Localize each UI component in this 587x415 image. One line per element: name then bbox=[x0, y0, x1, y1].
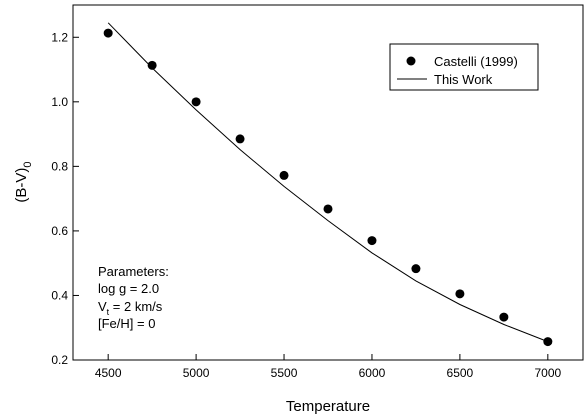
x-tick-label: 5000 bbox=[183, 366, 210, 380]
data-point bbox=[147, 60, 157, 70]
legend: Castelli (1999) This Work bbox=[389, 43, 539, 91]
parameters-annotation: Parameters: log g = 2.0 Vt = 2 km/s [Fe/… bbox=[98, 264, 169, 331]
annotation-logg: log g = 2.0 bbox=[98, 281, 159, 296]
legend-label-this-work: This Work bbox=[434, 72, 493, 87]
x-tick-label: 4500 bbox=[95, 366, 122, 380]
data-point bbox=[367, 236, 377, 246]
annotation-title: Parameters: bbox=[98, 264, 169, 279]
y-tick-label: 1.0 bbox=[51, 95, 68, 109]
y-tick-label: 0.4 bbox=[51, 288, 68, 302]
annotation-feh: [Fe/H] = 0 bbox=[98, 316, 155, 331]
y-tick-label: 0.8 bbox=[51, 159, 68, 173]
plot-frame bbox=[72, 4, 584, 361]
x-tick-label: 6500 bbox=[447, 366, 474, 380]
x-tick-label: 5500 bbox=[271, 366, 298, 380]
data-point bbox=[323, 204, 333, 214]
series-points-castelli bbox=[103, 28, 553, 347]
legend-box bbox=[389, 43, 539, 91]
data-point bbox=[235, 134, 245, 144]
data-point bbox=[191, 97, 201, 107]
x-tick-label: 6000 bbox=[359, 366, 386, 380]
y-axis-label-subscript: 0 bbox=[22, 161, 34, 167]
y-tick-label: 0.6 bbox=[51, 224, 68, 238]
legend-label-castelli: Castelli (1999) bbox=[434, 54, 518, 69]
data-point bbox=[543, 337, 553, 347]
annotation-vt-main: V bbox=[98, 299, 107, 314]
x-axis: 4500 5000 5500 6000 6500 7000 bbox=[95, 354, 561, 380]
y-axis-label-main: (B-V) bbox=[13, 168, 30, 203]
annotation-vt: Vt = 2 km/s bbox=[98, 299, 163, 317]
y-tick-label: 0.2 bbox=[51, 353, 68, 367]
annotation-vt-subscript: t bbox=[107, 307, 110, 317]
annotation-vt-value: = 2 km/s bbox=[109, 299, 163, 314]
data-point bbox=[279, 170, 289, 180]
x-tick-label: 7000 bbox=[534, 366, 561, 380]
data-point bbox=[455, 289, 465, 299]
x-axis-label: Temperature bbox=[286, 398, 370, 415]
y-tick-label: 1.2 bbox=[51, 30, 68, 44]
data-point bbox=[411, 264, 421, 274]
data-point bbox=[103, 28, 113, 38]
series-line-this-work bbox=[107, 22, 548, 343]
y-axis-label: (B-V)0 bbox=[13, 161, 34, 202]
data-point bbox=[499, 312, 509, 322]
y-axis: 0.2 0.4 0.6 0.8 1.0 1.2 bbox=[51, 30, 79, 367]
legend-marker-castelli bbox=[406, 56, 416, 66]
